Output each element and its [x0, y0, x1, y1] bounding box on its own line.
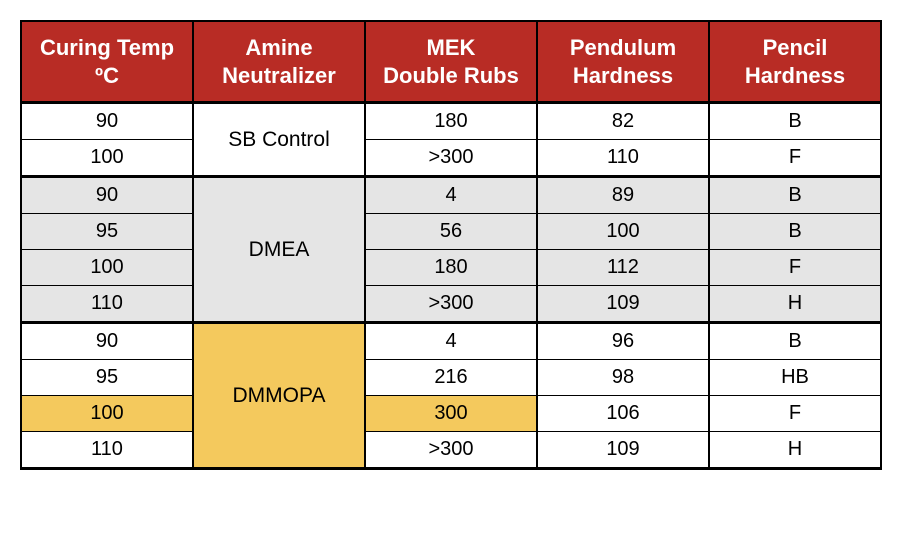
cell-temp: 100 [21, 250, 193, 286]
cell-pendulum: 109 [537, 286, 709, 323]
cell-temp: 110 [21, 432, 193, 469]
col-amine: AmineNeutralizer [193, 21, 365, 103]
cell-pencil: HB [709, 360, 881, 396]
cell-mek: 180 [365, 250, 537, 286]
cell-mek: 300 [365, 396, 537, 432]
cell-amine: SB Control [193, 103, 365, 177]
table-row: 110 >300109H [21, 286, 881, 323]
col-pendulum: PendulumHardness [537, 21, 709, 103]
cell-pendulum: 110 [537, 140, 709, 177]
cell-pencil: F [709, 396, 881, 432]
cell-temp: 90 [21, 103, 193, 140]
table-row: 95 21698HB [21, 360, 881, 396]
cell-mek: 216 [365, 360, 537, 396]
cell-pendulum: 106 [537, 396, 709, 432]
cell-pendulum: 82 [537, 103, 709, 140]
cell-pencil: B [709, 177, 881, 214]
cell-temp: 90 [21, 323, 193, 360]
header-row: Curing TempºC AmineNeutralizer MEKDouble… [21, 21, 881, 103]
cell-temp: 110 [21, 286, 193, 323]
cell-temp: 100 [21, 396, 193, 432]
col-curing-temp: Curing TempºC [21, 21, 193, 103]
curing-data-table: Curing TempºC AmineNeutralizer MEKDouble… [20, 20, 882, 470]
col-mek: MEKDouble Rubs [365, 21, 537, 103]
cell-mek: >300 [365, 432, 537, 469]
cell-temp: 90 [21, 177, 193, 214]
table-row: 100 300106F [21, 396, 881, 432]
table-row: 90DMMOPA496B [21, 323, 881, 360]
cell-mek: 4 [365, 323, 537, 360]
table-row: 100 >300110F [21, 140, 881, 177]
cell-mek: >300 [365, 286, 537, 323]
table-row: 95 56100B [21, 214, 881, 250]
cell-temp: 95 [21, 360, 193, 396]
cell-pendulum: 100 [537, 214, 709, 250]
cell-pencil: B [709, 323, 881, 360]
cell-pencil: F [709, 250, 881, 286]
cell-pencil: B [709, 103, 881, 140]
cell-amine: DMMOPA [193, 323, 365, 469]
cell-amine: DMEA [193, 177, 365, 323]
cell-pendulum: 89 [537, 177, 709, 214]
table-row: 110 >300109H [21, 432, 881, 469]
cell-mek: 180 [365, 103, 537, 140]
col-pencil: PencilHardness [709, 21, 881, 103]
cell-pencil: H [709, 286, 881, 323]
table-row: 90SB Control18082B [21, 103, 881, 140]
cell-mek: >300 [365, 140, 537, 177]
cell-pendulum: 112 [537, 250, 709, 286]
cell-pendulum: 109 [537, 432, 709, 469]
table-row: 100 180112F [21, 250, 881, 286]
cell-pendulum: 96 [537, 323, 709, 360]
table-row: 90DMEA489B [21, 177, 881, 214]
cell-temp: 95 [21, 214, 193, 250]
cell-mek: 4 [365, 177, 537, 214]
cell-temp: 100 [21, 140, 193, 177]
cell-pencil: H [709, 432, 881, 469]
cell-pencil: B [709, 214, 881, 250]
cell-mek: 56 [365, 214, 537, 250]
cell-pendulum: 98 [537, 360, 709, 396]
table-body: 90SB Control18082B100>300110F90DMEA489B9… [21, 103, 881, 469]
cell-pencil: F [709, 140, 881, 177]
